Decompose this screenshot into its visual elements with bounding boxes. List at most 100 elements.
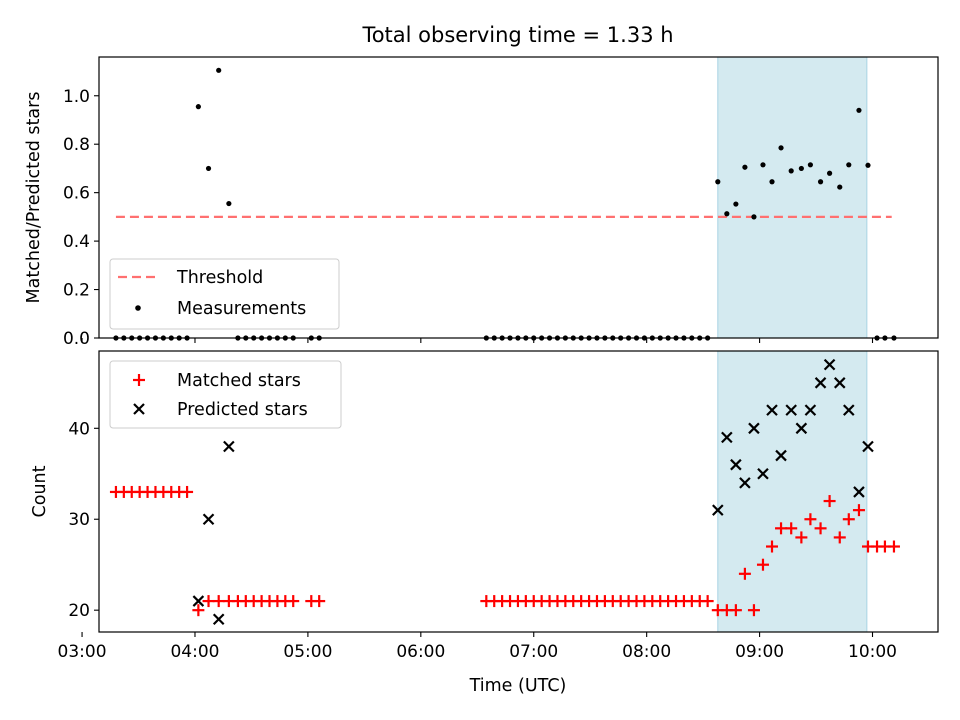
predicted-star-point	[785, 404, 797, 416]
matched-star-point	[842, 513, 855, 526]
predicted-star-point	[721, 431, 733, 444]
predicted-star-point	[795, 422, 808, 435]
predicted-star-point	[757, 467, 769, 480]
matched-star-point	[785, 522, 798, 535]
top-ytick-label: 0.0	[63, 329, 90, 349]
bottom-ytick-label: 20	[68, 601, 90, 621]
x-tick-label: 06:00	[396, 642, 445, 662]
top-ytick-label: 0.6	[63, 184, 90, 204]
bottom-legend: Matched stars Predicted stars	[109, 360, 342, 429]
matched-star-point	[181, 485, 194, 498]
predicted-star-point	[853, 486, 865, 498]
predicted-star-point	[748, 422, 760, 435]
predicted-star-point	[223, 440, 235, 453]
predicted-star-point	[843, 404, 855, 416]
predicted-star-point	[212, 613, 225, 626]
predicted-star-point	[862, 440, 874, 453]
x-tick-label: 04:00	[170, 642, 219, 662]
x-tick-label: 09:00	[735, 642, 784, 662]
measurement-point	[226, 200, 232, 207]
measurement-point	[817, 179, 824, 185]
matched-star-point	[212, 595, 225, 608]
measurement-point	[751, 214, 757, 220]
top-ytick-label: 1.0	[63, 87, 90, 107]
predicted-star-point	[814, 377, 827, 389]
measurement-point	[846, 162, 852, 168]
matched-star-point	[738, 567, 751, 580]
top-ytick-label: 0.2	[63, 281, 90, 301]
x-tick-label: 03:00	[58, 642, 107, 662]
measurement-point	[195, 104, 201, 110]
matched-star-point	[756, 558, 769, 571]
measurement-point	[715, 179, 721, 185]
legend-predicted-swatch	[133, 403, 145, 415]
predicted-star-point	[823, 358, 836, 371]
matched-star-point	[814, 522, 827, 535]
measurement-point	[216, 67, 222, 73]
top-ytick-label: 0.4	[63, 232, 90, 252]
matched-star-point	[747, 604, 760, 617]
predicted-star-point	[202, 513, 215, 526]
predicted-star-point	[192, 595, 205, 607]
measurement-point	[798, 165, 804, 172]
matched-star-point	[192, 604, 205, 617]
bottom-ytick-label: 30	[68, 510, 90, 530]
predicted-star-point	[833, 377, 846, 389]
matched-star-point	[795, 531, 808, 544]
measurement-point	[760, 162, 766, 168]
predicted-star-point	[804, 404, 817, 416]
measurement-point	[724, 211, 730, 217]
x-tick-label: 07:00	[509, 642, 558, 662]
measurement-point	[826, 170, 833, 176]
matched-star-point	[887, 540, 900, 553]
matched-star-point	[313, 595, 326, 608]
legend-measurements-label: Measurements	[177, 299, 306, 319]
top-legend: Threshold Measurements	[109, 258, 340, 330]
legend-threshold-label: Threshold	[176, 268, 263, 288]
bottom-y-axis-label: Count	[30, 465, 50, 517]
bottom-ytick-label: 40	[68, 419, 90, 439]
legend-matched-label: Matched stars	[177, 371, 301, 391]
x-tick-label: 10:00	[848, 642, 897, 662]
matched-star-point	[833, 531, 846, 544]
predicted-star-point	[739, 477, 751, 489]
predicted-star-point	[775, 449, 787, 462]
matched-star-point	[775, 522, 788, 535]
measurement-point	[778, 145, 784, 151]
predicted-star-point	[730, 458, 742, 471]
matched-star-point	[766, 540, 779, 553]
matched-star-point	[202, 595, 215, 608]
measurement-point	[856, 107, 862, 113]
measurement-point	[733, 201, 739, 207]
predicted-star-point	[766, 404, 778, 416]
matched-star-point	[701, 595, 714, 608]
bottom-axes-frame	[98, 350, 939, 633]
top-axes-frame	[98, 56, 939, 339]
legend-matched-swatch	[133, 374, 145, 386]
matched-star-point	[287, 595, 300, 608]
x-tick-label: 08:00	[622, 642, 671, 662]
measurement-point	[205, 165, 212, 172]
bottom-panel: 20 30 40 03:00 04:00 05:00 06:00 07:00 08:00 09:…	[30, 350, 939, 696]
top-panel: 0.0 0.2 0.4 0.6 0.8 1.0 Matched/Predicted sta…	[24, 56, 939, 349]
top-y-axis-label: Matched/Predicted stars	[24, 92, 44, 304]
measurement-point	[788, 168, 794, 174]
observing-window-shading	[717, 56, 868, 339]
legend-measurements-swatch	[135, 305, 141, 311]
measurement-point	[769, 179, 775, 185]
matched-star-point	[823, 495, 836, 508]
observing-window-shading	[717, 350, 868, 633]
matched-star-point	[804, 513, 817, 526]
predicted-star-point	[712, 504, 724, 516]
measurement-point	[742, 164, 748, 170]
matched-star-point	[852, 504, 865, 517]
measurement-point	[807, 162, 813, 168]
chart-title: Total observing time = 1.33 h	[361, 23, 673, 47]
x-tick-label: 05:00	[283, 642, 332, 662]
top-ytick-label: 0.8	[63, 135, 90, 155]
matched-star-point	[729, 604, 742, 617]
measurement-point	[837, 184, 843, 190]
measurement-point	[865, 162, 871, 168]
legend-predicted-label: Predicted stars	[177, 400, 308, 420]
